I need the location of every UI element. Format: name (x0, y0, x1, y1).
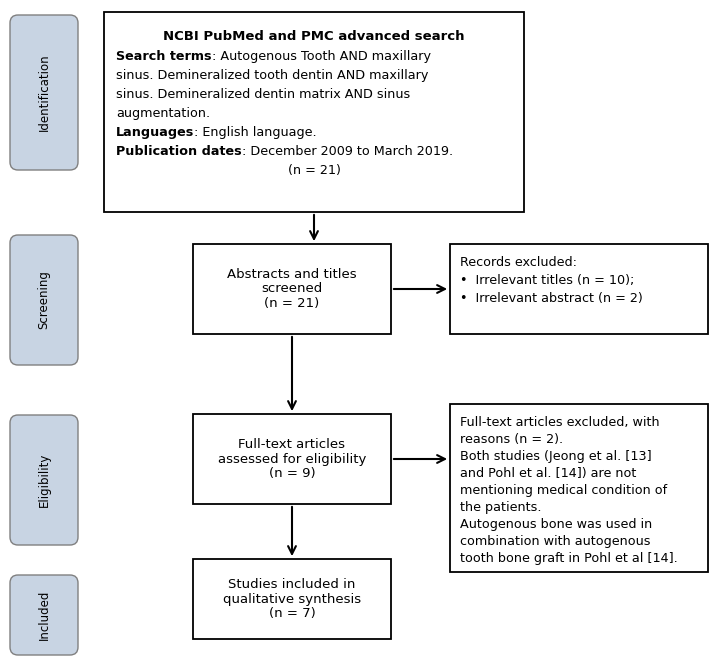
Text: and Pohl et al. [14]) are not: and Pohl et al. [14]) are not (460, 467, 636, 480)
Text: Screening: Screening (38, 271, 51, 330)
Text: •  Irrelevant abstract (n = 2): • Irrelevant abstract (n = 2) (460, 292, 643, 305)
FancyBboxPatch shape (104, 12, 524, 212)
FancyBboxPatch shape (450, 404, 708, 572)
Text: the patients.: the patients. (460, 501, 542, 514)
Text: sinus. Demineralized tooth dentin AND maxillary: sinus. Demineralized tooth dentin AND ma… (116, 69, 428, 82)
FancyBboxPatch shape (450, 244, 708, 334)
Text: Identification: Identification (38, 54, 51, 131)
Text: Languages: Languages (116, 126, 194, 139)
Text: mentioning medical condition of: mentioning medical condition of (460, 484, 667, 497)
Text: sinus. Demineralized dentin matrix AND sinus: sinus. Demineralized dentin matrix AND s… (116, 88, 410, 101)
Text: NCBI PubMed and PMC advanced search: NCBI PubMed and PMC advanced search (163, 30, 465, 43)
Text: : Autogenous Tooth AND maxillary: : Autogenous Tooth AND maxillary (212, 50, 430, 63)
Text: •  Irrelevant titles (n = 10);: • Irrelevant titles (n = 10); (460, 274, 634, 287)
Text: Both studies (Jeong et al. [13]: Both studies (Jeong et al. [13] (460, 450, 651, 463)
Text: reasons (n = 2).: reasons (n = 2). (460, 433, 563, 446)
Text: augmentation.: augmentation. (116, 107, 210, 120)
FancyBboxPatch shape (193, 559, 391, 639)
Text: combination with autogenous: combination with autogenous (460, 535, 651, 548)
FancyBboxPatch shape (10, 415, 78, 545)
Text: Autogenous bone was used in: Autogenous bone was used in (460, 518, 652, 531)
Text: Abstracts and titles
screened
(n = 21): Abstracts and titles screened (n = 21) (227, 267, 357, 310)
FancyBboxPatch shape (10, 575, 78, 655)
Text: Full-text articles excluded, with: Full-text articles excluded, with (460, 416, 659, 429)
Text: Publication dates: Publication dates (116, 145, 241, 158)
Text: Full-text articles
assessed for eligibility
(n = 9): Full-text articles assessed for eligibil… (218, 438, 366, 480)
FancyBboxPatch shape (10, 15, 78, 170)
FancyBboxPatch shape (193, 244, 391, 334)
Text: tooth bone graft in Pohl et al [14].: tooth bone graft in Pohl et al [14]. (460, 552, 677, 565)
Text: Records excluded:: Records excluded: (460, 256, 577, 269)
Text: Eligibility: Eligibility (38, 453, 51, 507)
Text: Included: Included (38, 590, 51, 641)
Text: Studies included in
qualitative synthesis
(n = 7): Studies included in qualitative synthesi… (223, 578, 361, 620)
Text: : December 2009 to March 2019.: : December 2009 to March 2019. (241, 145, 453, 158)
FancyBboxPatch shape (10, 235, 78, 365)
Text: (n = 21): (n = 21) (288, 164, 341, 177)
Text: Search terms: Search terms (116, 50, 212, 63)
FancyBboxPatch shape (193, 414, 391, 504)
Text: : English language.: : English language. (194, 126, 317, 139)
